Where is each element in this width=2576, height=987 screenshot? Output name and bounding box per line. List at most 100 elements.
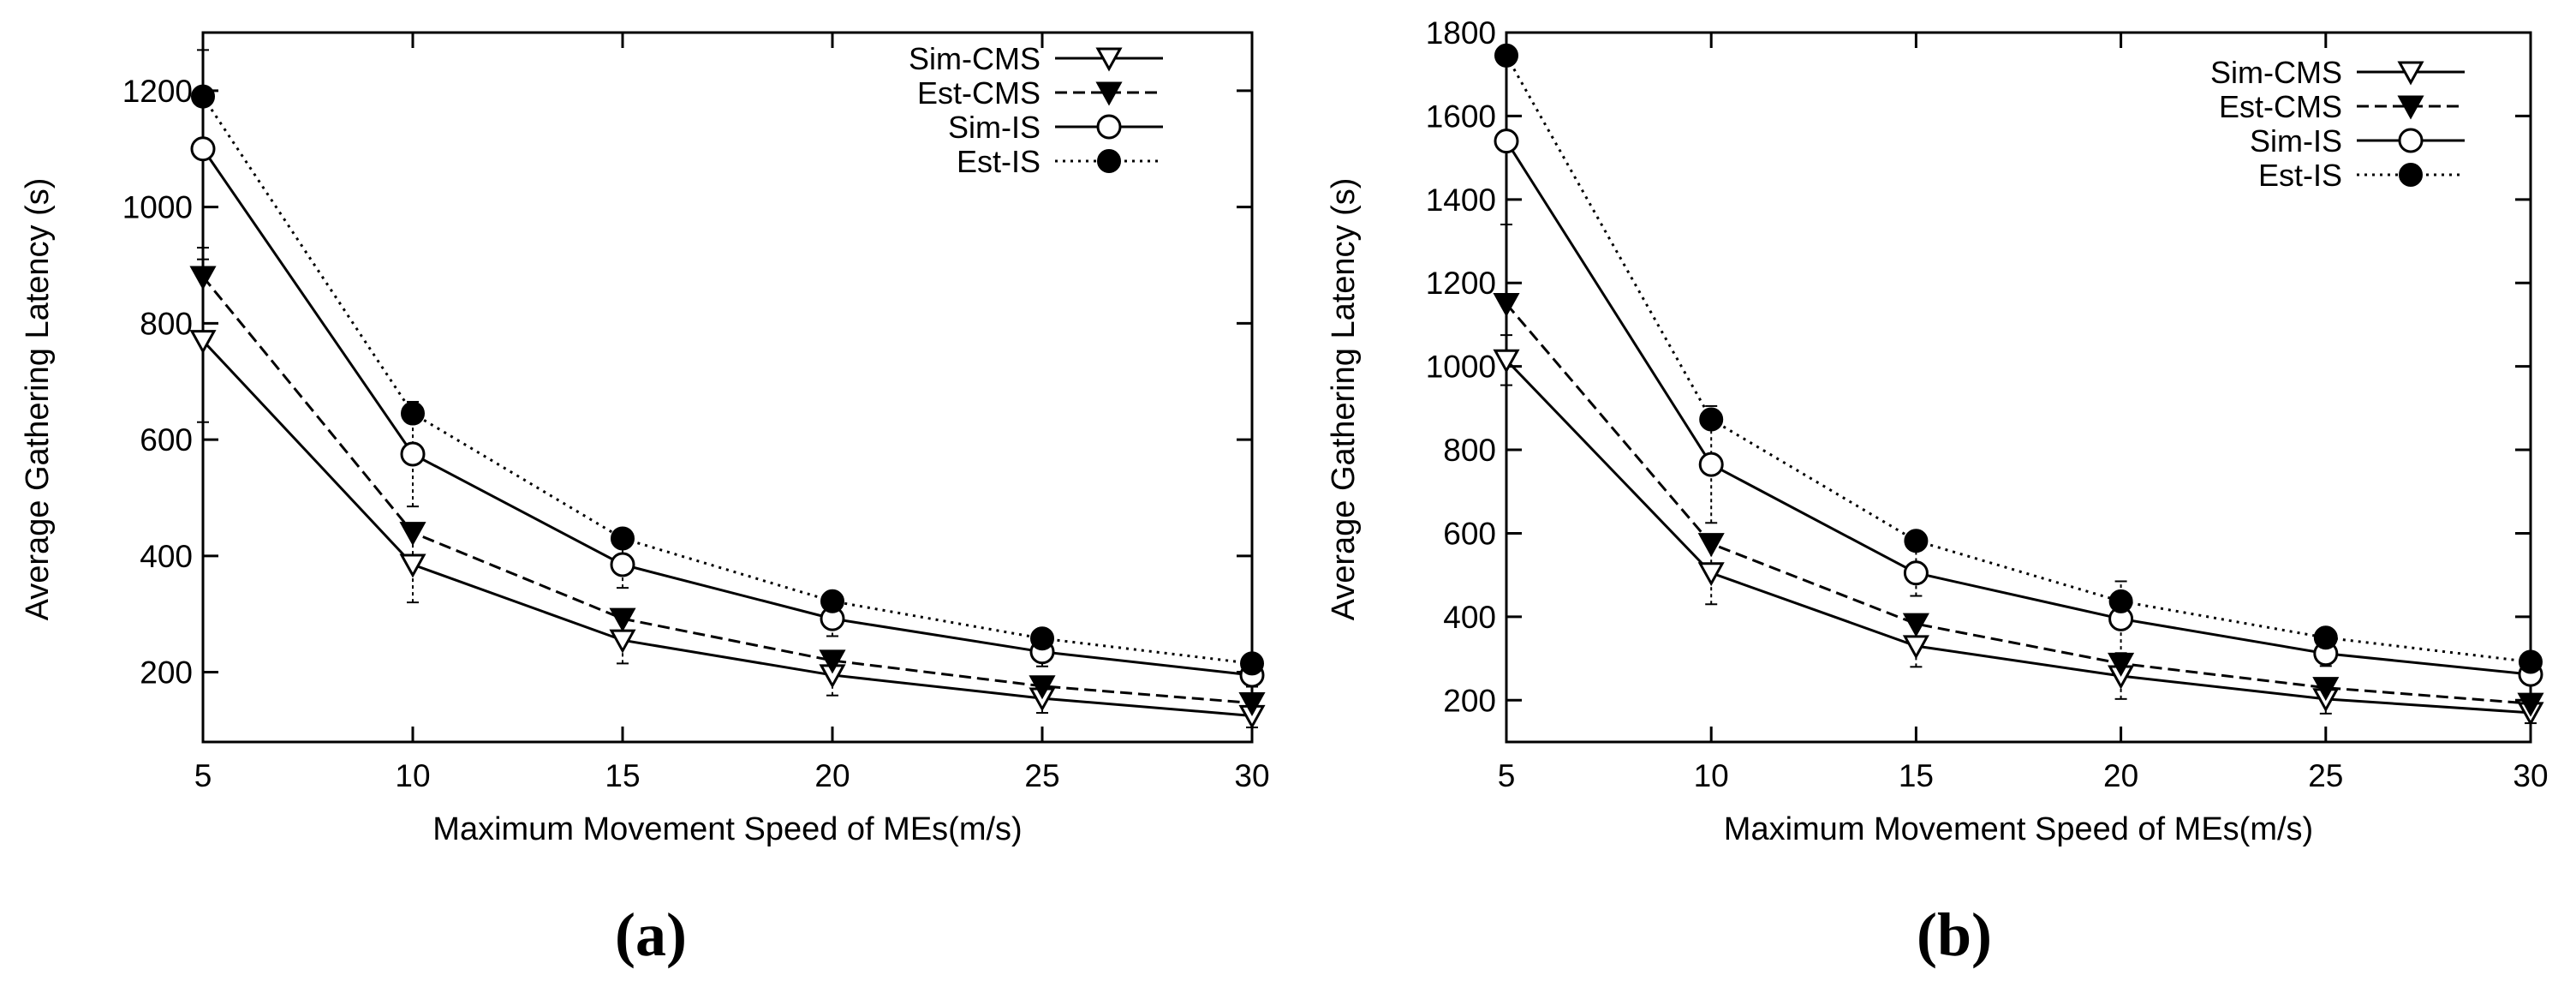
y-tick-label: 1200 — [122, 74, 193, 109]
data-point-est-cms — [1697, 533, 1725, 558]
x-tick-label: 25 — [2308, 758, 2343, 793]
x-tick-label: 30 — [1234, 758, 1269, 793]
data-point-sim-cms — [1697, 562, 1725, 587]
series-line-sim-cms — [1505, 359, 2531, 715]
series-line-est-cms — [201, 276, 1253, 705]
y-axis-label: Average Gathering Latency (s) — [20, 178, 56, 621]
legend-marker — [1095, 47, 1123, 72]
legend-marker — [2397, 95, 2424, 120]
x-tick-label: 15 — [1899, 758, 1934, 793]
data-point-est-cms — [1493, 293, 1520, 318]
legend-label: Est-IS — [2258, 158, 2342, 193]
data-point-est-cms — [609, 607, 636, 632]
plot-frame — [1505, 31, 2532, 744]
y-tick-label: 800 — [1443, 433, 1496, 468]
data-point-sim-cms — [399, 553, 426, 578]
x-tick-label: 25 — [1024, 758, 1059, 793]
series-line-sim-is — [1505, 140, 2531, 676]
y-tick-label: 1000 — [122, 190, 193, 225]
series-sim-cms — [189, 258, 1266, 729]
legend-marker — [1095, 81, 1123, 106]
legend-label: Est-IS — [957, 144, 1041, 179]
x-tick-label: 5 — [194, 758, 212, 793]
x-tick-label: 5 — [1498, 758, 1516, 793]
legend-label: Est-CMS — [2219, 89, 2342, 124]
plot-frame — [201, 31, 1254, 744]
series-sim-cms — [1493, 334, 2544, 727]
y-tick-label: 600 — [140, 422, 193, 458]
series-line-est-is — [201, 95, 1253, 665]
x-tick-label: 30 — [2513, 758, 2548, 793]
x-axis-label: Maximum Movement Speed of MEs(m/s) — [1724, 811, 2313, 847]
legend-marker — [1096, 114, 1122, 140]
data-point-est-cms — [1902, 613, 1929, 637]
legend-marker — [2398, 128, 2424, 153]
legend-label: Sim-CMS — [2210, 55, 2342, 90]
data-point-sim-is — [400, 441, 426, 467]
y-tick-label: 800 — [140, 306, 193, 341]
legend-label: Sim-CMS — [909, 41, 1041, 76]
data-point-est-is — [1240, 651, 1264, 676]
data-point-sim-is — [1903, 560, 1929, 586]
chart-panel-b: 5 10 15 20 25 30 200 400 600 800 1000 1200 1400 1600 1… — [1326, 15, 2549, 969]
data-point-est-is — [1494, 43, 1518, 68]
data-point-est-cms — [819, 649, 846, 674]
data-point-sim-cms — [189, 330, 217, 355]
series-est-is — [1494, 43, 2543, 674]
data-point-est-cms — [189, 266, 217, 290]
data-point-est-is — [1030, 626, 1054, 651]
x-tick-label: 20 — [2103, 758, 2138, 793]
x-tick-label: 10 — [395, 758, 430, 793]
x-tick-label: 20 — [814, 758, 850, 793]
data-point-est-is — [2519, 649, 2543, 674]
data-point-est-is — [191, 84, 215, 109]
data-point-est-cms — [2517, 692, 2544, 717]
series-est-is — [191, 84, 1264, 676]
data-point-est-is — [820, 589, 844, 613]
y-tick-label: 1800 — [1426, 15, 1496, 51]
legend-label: Sim-IS — [2250, 123, 2342, 159]
y-tick-label: 1000 — [1426, 350, 1496, 385]
y-axis-label: Average Gathering Latency (s) — [1326, 178, 1362, 621]
data-point-sim-is — [190, 136, 216, 162]
series-line-est-is — [1505, 55, 2531, 663]
panel-label: (b) — [1917, 900, 1992, 969]
legend-marker — [2399, 163, 2423, 187]
y-tick-label: 200 — [140, 655, 193, 691]
series-sim-is — [190, 49, 1265, 688]
series-est-cms — [189, 266, 1266, 716]
data-point-est-is — [401, 401, 425, 426]
data-point-est-cms — [1238, 691, 1266, 716]
data-point-est-is — [1904, 529, 1929, 553]
data-point-est-is — [611, 526, 635, 551]
y-tick-label: 200 — [1443, 683, 1496, 718]
data-point-est-is — [1699, 407, 1724, 432]
y-tick-label: 400 — [1443, 600, 1496, 635]
legend-label: Sim-IS — [948, 110, 1041, 145]
y-tick-label: 1400 — [1426, 182, 1496, 218]
y-tick-label: 400 — [140, 539, 193, 574]
data-point-sim-cms — [1493, 349, 1520, 374]
y-tick-label: 1600 — [1426, 99, 1496, 134]
legend-label: Est-CMS — [917, 75, 1041, 111]
data-point-sim-is — [610, 552, 635, 577]
series-est-cms — [1493, 293, 2544, 717]
data-point-est-cms — [2312, 677, 2340, 702]
y-tick-label: 1200 — [1426, 266, 1496, 301]
x-axis-label: Maximum Movement Speed of MEs(m/s) — [432, 811, 1022, 847]
series-line-sim-is — [201, 147, 1253, 677]
series-line-est-cms — [1505, 302, 2531, 705]
y-tick-label: 600 — [1443, 516, 1496, 551]
x-tick-label: 10 — [1694, 758, 1729, 793]
x-tick-label: 15 — [605, 758, 640, 793]
series-line-sim-cms — [201, 339, 1253, 717]
data-point-est-is — [2108, 589, 2133, 613]
data-point-est-cms — [1029, 675, 1056, 700]
panel-label: (a) — [615, 900, 687, 969]
data-point-est-is — [2313, 625, 2338, 650]
legend-marker — [1097, 149, 1121, 173]
legend-marker — [2397, 61, 2424, 86]
chart-panel-a: 5 10 15 20 25 30 200 400 600 800 1000 1200 Maximum M… — [20, 31, 1270, 969]
data-point-sim-is — [1494, 129, 1519, 154]
